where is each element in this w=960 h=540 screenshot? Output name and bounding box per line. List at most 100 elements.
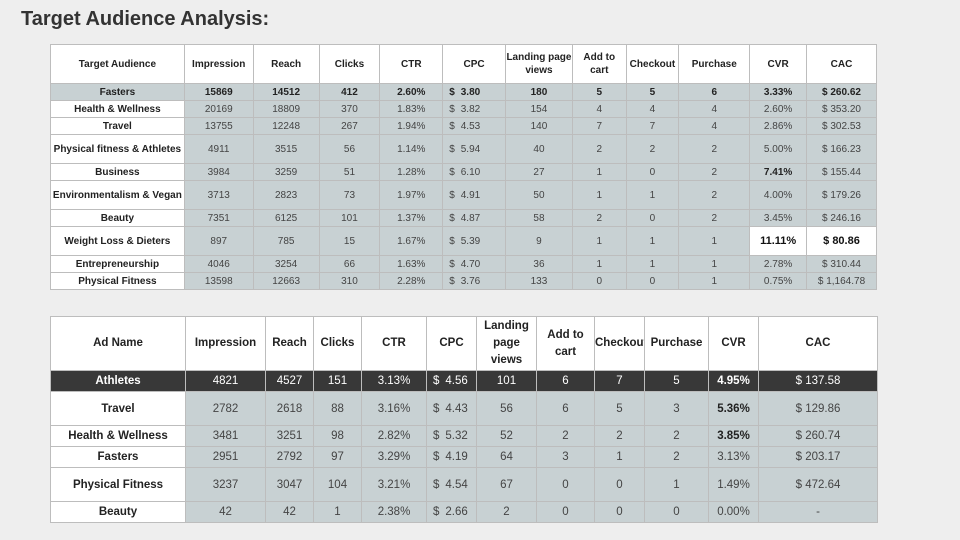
currency-symbol: $ (449, 166, 455, 178)
currency-symbol: $ (449, 189, 455, 201)
table-cell: 40 (505, 134, 573, 164)
column-header: CPC (426, 316, 477, 371)
table-cell: $ 246.16 (805, 209, 878, 227)
table-row: Fasters 2951 2792 97 3.29% $4.19 64 3 1 2 3.13% $ 2… (50, 446, 878, 468)
table-cell: 0 (536, 467, 595, 502)
table-row: Athletes 4821 4527 151 3.13% $4.56 101 6 7 5 4.95%… (50, 370, 878, 392)
table-cell: 101 (318, 209, 381, 227)
cpc-cell: $4.53 (442, 117, 507, 135)
table-cell: 1 (625, 255, 680, 273)
column-header: Purchase (644, 316, 709, 371)
table-cell: 2 (644, 446, 709, 468)
table-cell: 7 (625, 117, 680, 135)
table-cell: 3 (644, 391, 709, 426)
table-cell: 0 (536, 501, 595, 523)
table-cell: 2.60% (749, 100, 807, 118)
table-cell: 7 (571, 117, 627, 135)
table-cell: 5 (594, 391, 645, 426)
row-label: Travel (50, 391, 186, 426)
table-cell: 1 (571, 180, 627, 210)
column-header: Ad Name (50, 316, 186, 371)
table-cell: 2 (476, 501, 537, 523)
cpc-cell: $5.94 (442, 134, 507, 164)
table-cell: 2792 (265, 446, 314, 468)
currency-symbol: $ (449, 212, 455, 224)
row-label: Fasters (50, 446, 186, 468)
table-cell: 1.94% (379, 117, 444, 135)
table-cell: 1.63% (379, 255, 444, 273)
cpc-value: 4.70 (460, 258, 481, 270)
table-cell: 0.00% (708, 501, 759, 523)
table-cell: $ 1,164.78 (805, 272, 878, 290)
table-cell: 154 (505, 100, 573, 118)
table-cell: 1 (571, 226, 627, 256)
table-cell: 50 (505, 180, 573, 210)
table-cell: 4 (678, 117, 751, 135)
cpc-value: 4.56 (445, 375, 468, 387)
table-cell: 3251 (265, 425, 314, 447)
cpc-value: 6.10 (460, 166, 481, 178)
cpc-value: 5.94 (460, 143, 481, 155)
cpc-cell: $4.91 (442, 180, 507, 210)
table-cell: 4 (678, 100, 751, 118)
cpc-cell: $4.70 (442, 255, 507, 273)
table-cell: 3.16% (361, 391, 427, 426)
table-row: Business 3984 3259 51 1.28% $6.10 27 1 0 2 7.41% $ … (50, 163, 878, 181)
table-cell: 2 (571, 134, 627, 164)
row-label: Business (50, 163, 185, 181)
ad-name-table: Ad Name Impression Reach Clicks CTR CPC Landin… (50, 316, 878, 523)
table-cell: 897 (183, 226, 254, 256)
column-header: Purchase (678, 44, 751, 84)
table-cell: 67 (476, 467, 537, 502)
table-cell: 2 (625, 134, 680, 164)
table-cell: 0 (625, 209, 680, 227)
table-cell: 52 (476, 425, 537, 447)
row-label: Health & Wellness (50, 100, 185, 118)
table-cell: 6125 (252, 209, 320, 227)
table-cell: 1 (678, 255, 751, 273)
column-header: CVR (708, 316, 759, 371)
row-label: Physical fitness & Athletes (50, 134, 185, 164)
table-cell: 104 (313, 467, 362, 502)
table-cell: $ 260.74 (758, 425, 878, 447)
column-header: Checkout (625, 44, 680, 84)
cpc-cell: $4.56 (426, 370, 477, 392)
column-header: Reach (252, 44, 320, 84)
column-header: Target Audience (50, 44, 185, 84)
table-cell: 1 (594, 446, 645, 468)
table-cell: 133 (505, 272, 573, 290)
table-cell: 2823 (252, 180, 320, 210)
table-cell: 1.83% (379, 100, 444, 118)
row-label: Travel (50, 117, 185, 135)
currency-symbol: $ (449, 258, 455, 270)
table-cell: 1.28% (379, 163, 444, 181)
currency-symbol: $ (433, 402, 440, 415)
column-header: Reach (265, 316, 314, 371)
table-row: Beauty 7351 6125 101 1.37% $4.87 58 2 0 2 3.45% $ 2… (50, 209, 878, 227)
currency-symbol: $ (449, 235, 455, 247)
table-cell: 12663 (252, 272, 320, 290)
column-header: Add to cart (571, 44, 627, 84)
table-cell: 785 (252, 226, 320, 256)
table-cell: 20169 (183, 100, 254, 118)
table-cell: $ 302.53 (805, 117, 878, 135)
row-label: Weight Loss & Dieters (50, 226, 185, 256)
table-cell: $ 155.44 (805, 163, 878, 181)
table-cell: 4821 (185, 370, 266, 392)
table-cell: 11.11% (749, 226, 807, 256)
table-cell: 1 (678, 272, 751, 290)
table-cell: 2.38% (361, 501, 427, 523)
table-cell: 1.37% (379, 209, 444, 227)
table-row: Physical Fitness 3237 3047 104 3.21% $4.54 67 0… (50, 467, 878, 502)
table-cell: 2951 (185, 446, 266, 468)
cpc-value: 4.53 (460, 120, 481, 132)
table-cell: 2 (644, 425, 709, 447)
table-cell: 412 (318, 83, 381, 101)
column-header: CTR (361, 316, 427, 371)
table-cell: 66 (318, 255, 381, 273)
table-cell: 1.67% (379, 226, 444, 256)
table-cell: 0 (625, 163, 680, 181)
row-label: Beauty (50, 501, 186, 523)
table-cell: 97 (313, 446, 362, 468)
table-cell: 56 (476, 391, 537, 426)
